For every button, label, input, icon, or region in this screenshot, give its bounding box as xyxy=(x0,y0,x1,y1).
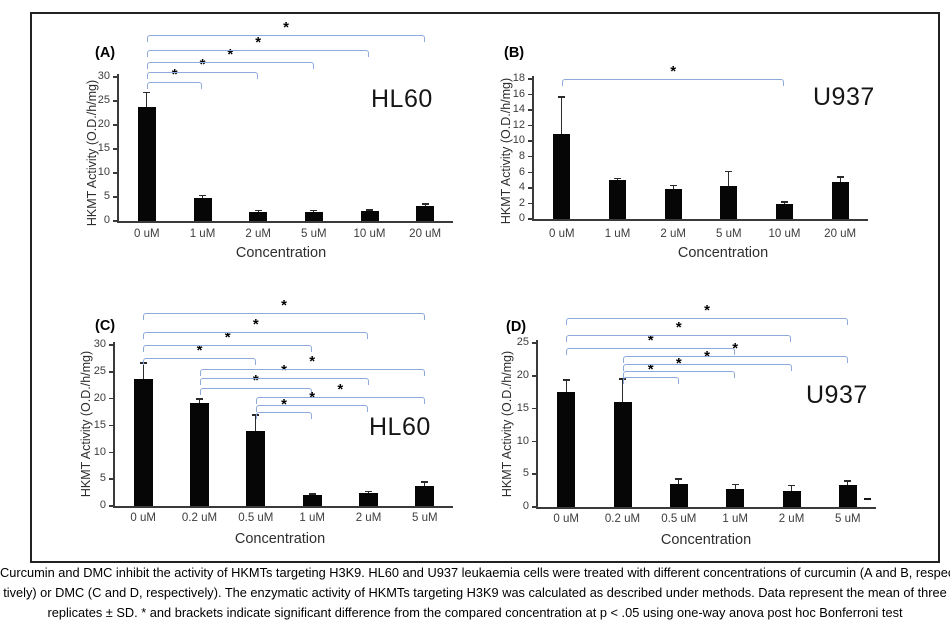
cell-line-title-d: U937 xyxy=(806,381,868,409)
figure-border xyxy=(30,12,940,563)
x-axis-title-d: Concentration xyxy=(660,532,752,548)
y-axis-title-d: HKMT Activity (O.D./h/mg) xyxy=(500,350,514,498)
panel-letter-a: (A) xyxy=(95,45,116,61)
caption-line-2: tively) or DMC (C and D, respectively). … xyxy=(3,585,947,600)
x-axis-title-a: Concentration xyxy=(235,245,327,261)
y-axis-title-b: HKMT Activity (O.D./h/mg) xyxy=(499,77,513,225)
cell-line-title-a: HL60 xyxy=(371,85,433,113)
y-axis-title-a: HKMT Activity (O.D./h/mg) xyxy=(85,79,99,227)
x-axis-title-b: Concentration xyxy=(677,245,769,261)
caption-line-3: replicates ± SD. * and brackets indicate… xyxy=(47,605,903,620)
cell-line-title-c: HL60 xyxy=(369,413,431,441)
y-axis-title-c: HKMT Activity (O.D./h/mg) xyxy=(79,350,93,498)
x-axis-title-c: Concentration xyxy=(234,531,326,547)
cell-line-title-b: U937 xyxy=(813,83,875,111)
panel-letter-c: (C) xyxy=(95,318,116,334)
figure-caption: Curcumin and DMC inhibit the activity of… xyxy=(0,563,950,623)
panel-letter-d: (D) xyxy=(506,319,527,335)
caption-line-1: Curcumin and DMC inhibit the activity of… xyxy=(0,565,950,580)
panel-letter-b: (B) xyxy=(504,45,525,61)
